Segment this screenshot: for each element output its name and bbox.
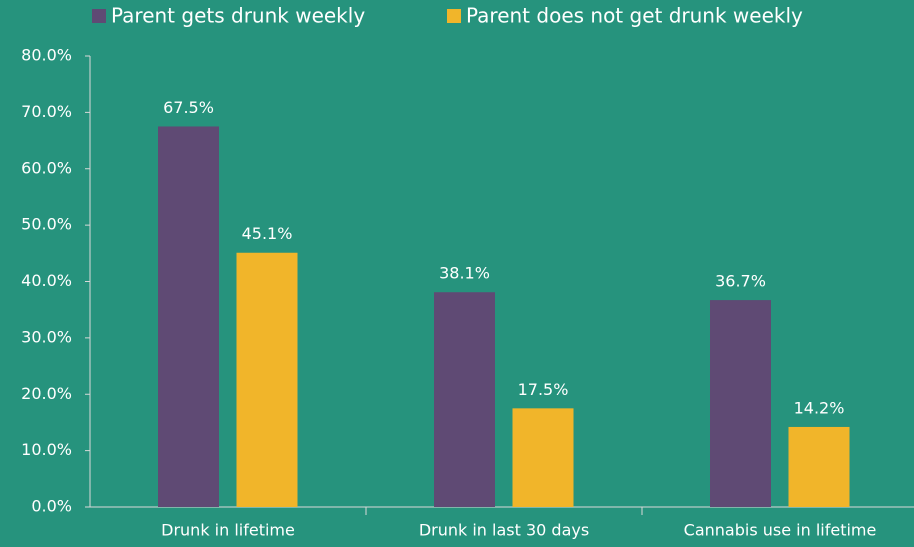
bar	[512, 408, 574, 507]
y-tick-label: 60.0%	[21, 158, 72, 177]
legend-label: Parent does not get drunk weekly	[466, 4, 803, 28]
y-tick-label: 0.0%	[31, 497, 72, 516]
data-label: 38.1%	[439, 264, 490, 283]
x-tick-label: Drunk in lifetime	[161, 521, 295, 540]
legend-swatch	[447, 9, 461, 23]
bar	[158, 126, 219, 507]
y-tick-label: 50.0%	[21, 215, 72, 234]
legend-label: Parent gets drunk weekly	[111, 4, 365, 28]
legend-swatch	[92, 9, 106, 23]
bar	[710, 300, 771, 507]
y-tick-label: 80.0%	[21, 46, 72, 65]
bar	[236, 252, 298, 507]
y-tick-label: 20.0%	[21, 384, 72, 403]
x-tick-label: Drunk in last 30 days	[419, 521, 589, 540]
y-tick-label: 70.0%	[21, 102, 72, 121]
data-label: 36.7%	[715, 272, 766, 291]
y-tick-label: 30.0%	[21, 327, 72, 346]
y-tick-label: 40.0%	[21, 271, 72, 290]
data-label: 45.1%	[242, 224, 293, 243]
bar	[434, 292, 495, 507]
data-label: 67.5%	[163, 98, 214, 117]
data-label: 17.5%	[518, 380, 569, 399]
bar	[788, 426, 850, 507]
y-tick-label: 10.0%	[21, 440, 72, 459]
x-tick-label: Cannabis use in lifetime	[684, 521, 877, 540]
data-label: 14.2%	[794, 398, 845, 417]
